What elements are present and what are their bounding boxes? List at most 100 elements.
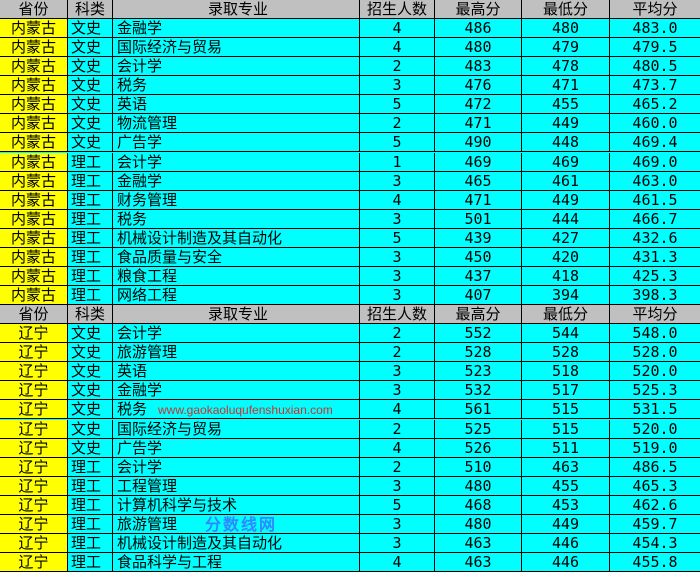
cell-province: 内蒙古 xyxy=(0,191,68,209)
table-row: 内蒙古 文史 物流管理 2 471 449 460.0 xyxy=(0,114,700,133)
cell-min-score: 515 xyxy=(522,420,610,438)
cell-max-score: 468 xyxy=(435,496,522,514)
cell-avg-score: 461.5 xyxy=(632,191,678,209)
cell-max-score: 471 xyxy=(435,114,522,132)
cell-category: 文史 xyxy=(68,38,113,56)
cell-province: 内蒙古 xyxy=(0,19,68,37)
cell-category: 理工 xyxy=(68,153,113,171)
cell-category: 文史 xyxy=(68,57,113,75)
header-province: 省份 xyxy=(0,0,68,18)
cell-avg-score: 463.0 xyxy=(632,172,678,190)
cell-major: 广告学 xyxy=(113,133,360,151)
cell-category: 理工 xyxy=(68,172,113,190)
table-row: 内蒙古 文史 税务 3 476 471 473.7 xyxy=(0,76,700,95)
cell-avg-score: 520.0 xyxy=(632,420,678,438)
header-avg-score: 平均分 xyxy=(632,0,678,18)
cell-province: 内蒙古 xyxy=(0,38,68,56)
cell-major: 计算机科学与技术 xyxy=(113,496,360,514)
cell-max-score: 532 xyxy=(435,381,522,399)
cell-max-score: 528 xyxy=(435,343,522,361)
cell-max-score: 486 xyxy=(435,19,522,37)
cell-enrollment: 2 xyxy=(360,420,435,438)
table-row: 内蒙古 文史 国际经济与贸易 4 480 479 479.5 xyxy=(0,38,700,57)
header-major: 录取专业 xyxy=(113,305,360,323)
cell-avg-score: 531.5 xyxy=(632,400,678,418)
cell-major: 旅游管理 xyxy=(113,343,360,361)
cell-avg-score: 525.3 xyxy=(632,381,678,399)
cell-enrollment: 2 xyxy=(360,57,435,75)
cell-major: 会计学 xyxy=(113,324,360,342)
cell-enrollment: 3 xyxy=(360,286,435,304)
table-row: 辽宁 理工 会计学 2 510 463 486.5 xyxy=(0,458,700,477)
cell-max-score: 510 xyxy=(435,458,522,476)
cell-enrollment: 4 xyxy=(360,38,435,56)
cell-enrollment: 5 xyxy=(360,496,435,514)
cell-enrollment: 4 xyxy=(360,439,435,457)
cell-major: 会计学 xyxy=(113,458,360,476)
cell-max-score: 561 xyxy=(435,400,522,418)
cell-max-score: 465 xyxy=(435,172,522,190)
cell-min-score: 444 xyxy=(522,210,610,228)
cell-major: 粮食工程 xyxy=(113,267,360,285)
cell-category: 文史 xyxy=(68,324,113,342)
cell-province: 辽宁 xyxy=(0,343,68,361)
cell-category: 理工 xyxy=(68,248,113,266)
header-enrollment: 招生人数 xyxy=(360,0,435,18)
table-row: 辽宁 文史 旅游管理 2 528 528 528.0 xyxy=(0,343,700,362)
header-max-score: 最高分 xyxy=(435,305,522,323)
cell-avg-score: 520.0 xyxy=(632,362,678,380)
cell-province: 内蒙古 xyxy=(0,114,68,132)
cell-avg-score: 431.3 xyxy=(632,248,678,266)
table-row: 内蒙古 理工 税务 3 501 444 466.7 xyxy=(0,210,700,229)
cell-category: 理工 xyxy=(68,477,113,495)
cell-min-score: 446 xyxy=(522,553,610,571)
table-row: 辽宁 文史 会计学 2 552 544 548.0 xyxy=(0,324,700,343)
cell-major: 网络工程 xyxy=(113,286,360,304)
cell-min-score: 453 xyxy=(522,496,610,514)
cell-enrollment: 3 xyxy=(360,534,435,552)
cell-category: 文史 xyxy=(68,439,113,457)
cell-province: 辽宁 xyxy=(0,324,68,342)
cell-category: 理工 xyxy=(68,553,113,571)
cell-min-score: 528 xyxy=(522,343,610,361)
cell-avg-score: 398.3 xyxy=(632,286,678,304)
cell-province: 内蒙古 xyxy=(0,229,68,247)
cell-avg-score: 519.0 xyxy=(632,439,678,457)
cell-province: 内蒙古 xyxy=(0,267,68,285)
table-row: 内蒙古 理工 粮食工程 3 437 418 425.3 xyxy=(0,267,700,286)
cell-max-score: 480 xyxy=(435,515,522,533)
cell-enrollment: 3 xyxy=(360,381,435,399)
cell-province: 内蒙古 xyxy=(0,248,68,266)
cell-max-score: 525 xyxy=(435,420,522,438)
cell-enrollment: 2 xyxy=(360,458,435,476)
cell-category: 理工 xyxy=(68,286,113,304)
cell-avg-score: 466.7 xyxy=(632,210,678,228)
cell-max-score: 437 xyxy=(435,267,522,285)
table-row: 辽宁 文史 税务 4 561 515 531.5 xyxy=(0,400,700,419)
cell-max-score: 463 xyxy=(435,534,522,552)
cell-min-score: 449 xyxy=(522,114,610,132)
cell-enrollment: 5 xyxy=(360,229,435,247)
table-row: 内蒙古 文史 广告学 5 490 448 469.4 xyxy=(0,133,700,152)
cell-major: 物流管理 xyxy=(113,114,360,132)
cell-min-score: 427 xyxy=(522,229,610,247)
cell-major: 旅游管理 xyxy=(113,515,360,533)
cell-major: 税务 xyxy=(113,76,360,94)
cell-avg-score: 455.8 xyxy=(632,553,678,571)
cell-avg-score: 465.2 xyxy=(632,95,678,113)
cell-enrollment: 2 xyxy=(360,324,435,342)
cell-category: 理工 xyxy=(68,229,113,247)
cell-province: 内蒙古 xyxy=(0,210,68,228)
cell-max-score: 407 xyxy=(435,286,522,304)
table-row: 辽宁 文史 英语 3 523 518 520.0 xyxy=(0,362,700,381)
cell-max-score: 439 xyxy=(435,229,522,247)
cell-major: 食品质量与安全 xyxy=(113,248,360,266)
cell-avg-score: 432.6 xyxy=(632,229,678,247)
cell-min-score: 455 xyxy=(522,95,610,113)
watermark-logo: 分数线网 xyxy=(205,515,278,534)
cell-enrollment: 4 xyxy=(360,19,435,37)
cell-min-score: 469 xyxy=(522,153,610,171)
cell-max-score: 480 xyxy=(435,38,522,56)
cell-min-score: 518 xyxy=(522,362,610,380)
cell-category: 理工 xyxy=(68,210,113,228)
